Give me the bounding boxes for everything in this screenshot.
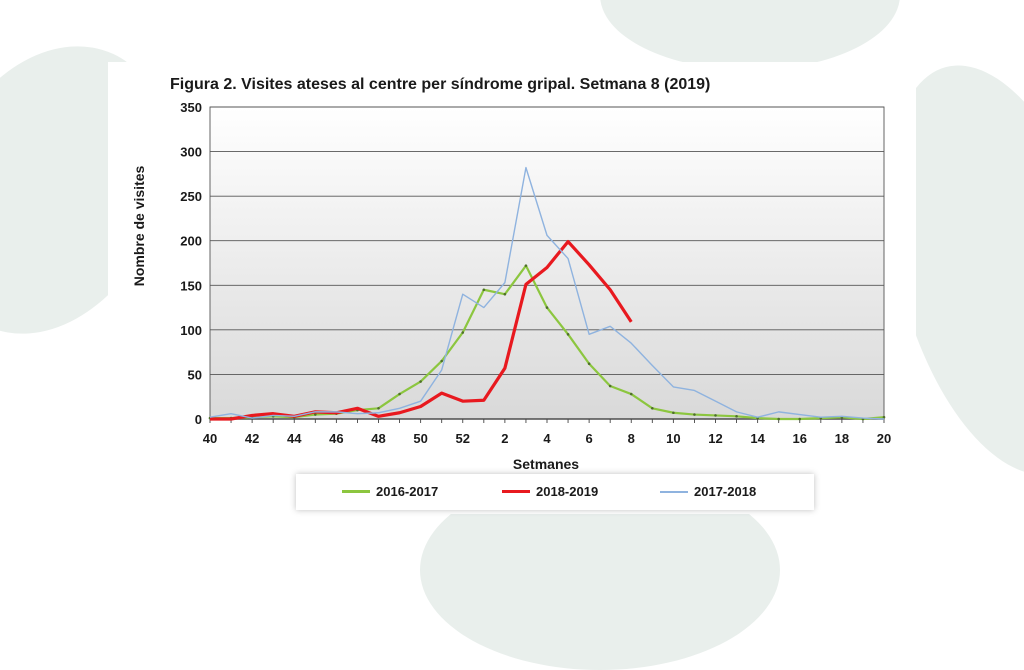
x-tick-label: 20 [877,431,891,446]
data-point-2016-2017 [566,333,570,336]
legend-label-2018-2019: 2018-2019 [536,484,599,499]
data-point-2016-2017 [587,362,591,366]
y-axis-label: Nombre de visites [131,165,147,286]
legend-item-2018-2019: 2018-2019 [502,484,598,499]
x-tick-label: 48 [371,431,385,446]
data-point-2016-2017 [314,413,317,416]
data-point-2016-2017 [419,380,422,383]
x-tick-label: 46 [329,431,343,446]
legend-item-2016-2017: 2016-2017 [342,484,438,499]
plot-area [210,107,884,419]
x-tick-label: 2 [501,431,508,446]
y-axis-ticks: 0 50 100 150 200 250 300 350 [180,100,202,427]
legend-label-2016-2017: 2016-2017 [376,484,439,499]
data-point-2016-2017 [503,292,507,296]
y-tick-label: 300 [180,145,202,160]
data-point-2016-2017 [882,415,886,419]
x-axis-label: Setmanes [513,456,579,472]
data-point-2016-2017 [545,306,549,309]
x-axis-ticks: 40 42 44 46 48 50 52 2 4 6 8 10 12 14 16 18 20 [203,419,891,446]
y-tick-label: 0 [195,412,202,427]
y-tick-label: 350 [180,100,202,115]
data-point-2016-2017 [651,407,654,410]
legend-label-2017-2018: 2017-2018 [694,484,757,499]
data-point-2016-2017 [461,331,465,334]
x-tick-label: 16 [793,431,807,446]
data-point-2016-2017 [440,359,443,363]
chart-title: Figura 2. Visites ateses al centre per s… [170,76,711,93]
legend-item-2017-2018: 2017-2018 [660,484,756,499]
data-point-2016-2017 [482,288,486,292]
data-point-2016-2017 [398,392,401,396]
x-tick-label: 40 [203,431,217,446]
data-point-2016-2017 [693,413,696,416]
data-point-2016-2017 [798,417,802,421]
data-point-2016-2017 [377,407,380,410]
x-tick-label: 4 [543,431,551,446]
data-point-2016-2017 [714,414,717,417]
data-point-2016-2017 [672,411,675,415]
legend-swatch-2018-2019 [502,490,530,493]
x-tick-label: 18 [835,431,849,446]
x-tick-label: 14 [750,431,765,446]
legend-swatch-2016-2017 [342,490,370,493]
x-tick-label: 52 [456,431,470,446]
x-tick-label: 44 [287,431,302,446]
plot-background [210,107,884,419]
data-point-2016-2017 [608,384,612,388]
data-point-2016-2017 [524,264,528,267]
data-point-2016-2017 [735,415,738,418]
chart-legend: 2016-2017 2018-2019 2017-2018 [296,474,814,510]
y-tick-label: 250 [180,189,202,204]
x-tick-label: 50 [413,431,427,446]
x-tick-label: 8 [628,431,635,446]
y-tick-label: 100 [180,323,202,338]
x-tick-label: 10 [666,431,680,446]
x-tick-label: 42 [245,431,259,446]
y-tick-label: 50 [188,367,202,382]
series-line-2017-2018 [209,166,885,420]
x-tick-label: 6 [586,431,593,446]
legend-swatch-2017-2018 [660,490,688,493]
x-tick-label: 12 [708,431,722,446]
y-tick-label: 150 [180,278,202,293]
data-point-2016-2017 [777,417,780,421]
data-point-2016-2017 [629,392,633,396]
y-tick-label: 200 [180,234,202,249]
series-lines [208,166,886,421]
